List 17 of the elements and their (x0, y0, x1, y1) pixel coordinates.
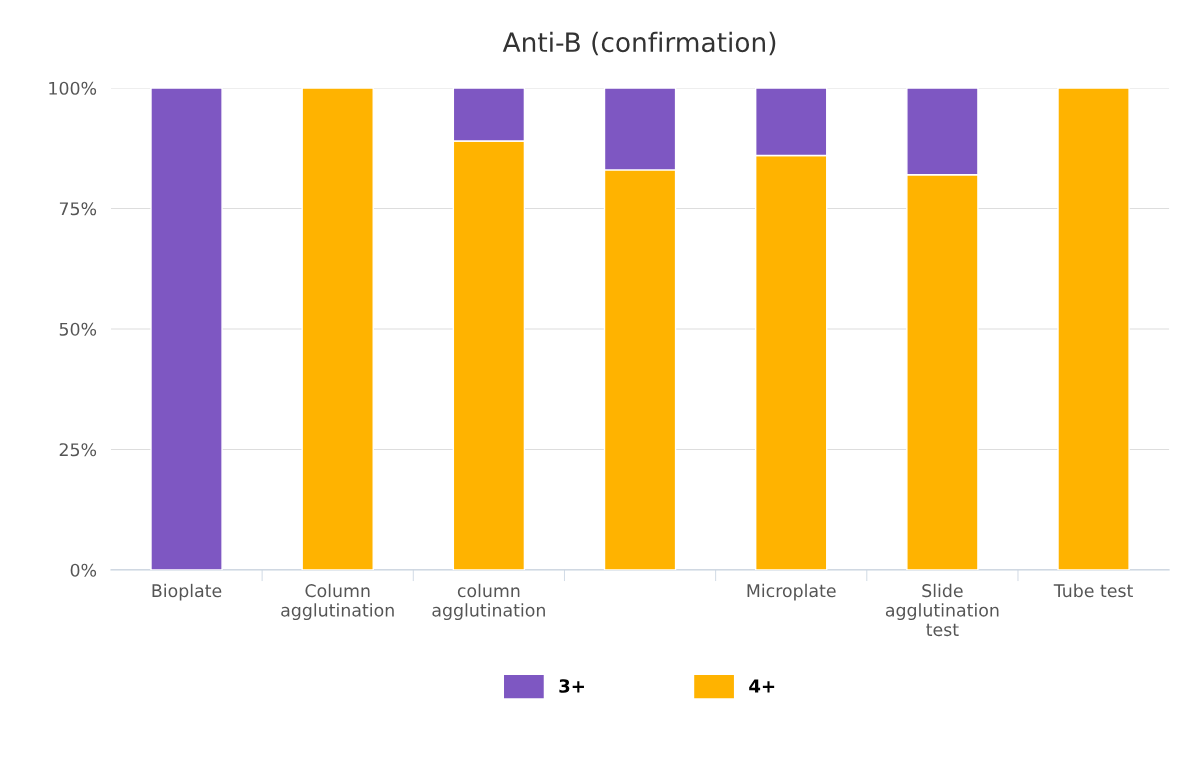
x-tick-label: Slide agglutination test (885, 583, 999, 637)
x-tick-label: Column agglutination (281, 583, 394, 621)
x-tick-label: column agglutination (432, 583, 545, 621)
y-tick-label: 50% (59, 322, 97, 336)
bar (150, 87, 223, 570)
y-tick-label: 75% (59, 202, 97, 216)
x-tick-label: Bioplate (152, 583, 222, 601)
y-tick-label: 0% (70, 563, 97, 577)
bar (301, 87, 374, 570)
x-tick-label: Tube test (1053, 583, 1133, 598)
legend-label: 4+ (749, 679, 775, 693)
y-tick-label: 25% (59, 443, 97, 457)
x-tick-label: Microplate (747, 583, 836, 601)
bar (1057, 87, 1130, 570)
y-tick-label: 100% (49, 81, 97, 95)
legend-label: 3+ (559, 679, 584, 693)
chart-title: Anti-B (confirmation) (502, 31, 776, 56)
